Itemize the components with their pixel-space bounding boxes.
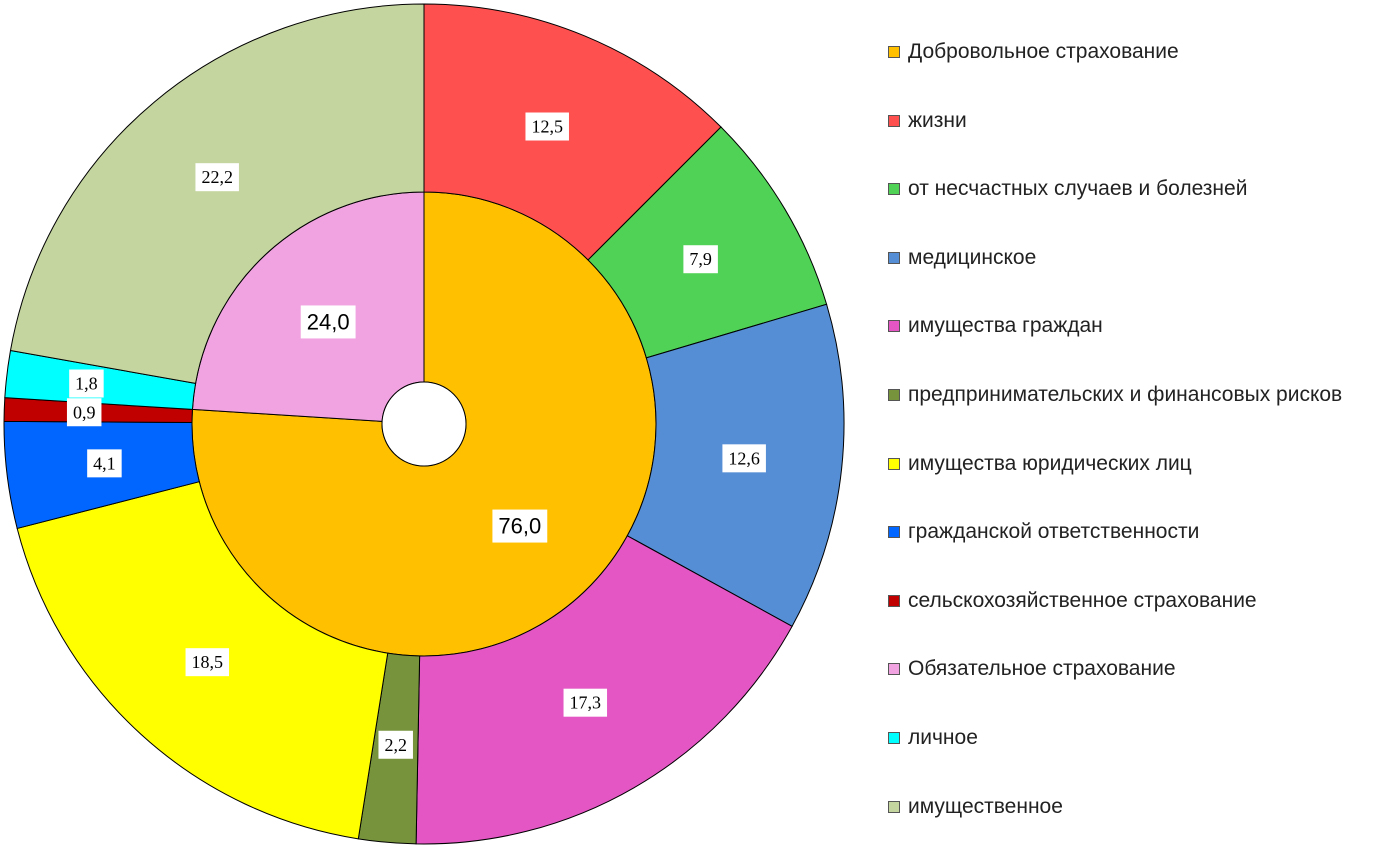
- legend-swatch: [888, 389, 900, 401]
- label-box: [69, 369, 104, 398]
- data-label: 1,8: [69, 369, 104, 398]
- data-label-text: 24,0: [307, 309, 350, 334]
- legend-swatch: [888, 663, 900, 676]
- data-label: 18,5: [185, 648, 230, 677]
- data-label: 12,5: [525, 112, 569, 141]
- outer-slice: [423, 3, 722, 261]
- legend-label: медицинское: [908, 245, 1037, 269]
- legend-label: имущества юридических лиц: [908, 451, 1192, 475]
- legend-item: имущества юридических лиц: [888, 450, 1363, 478]
- legend-item: личное: [888, 724, 1363, 752]
- legend-swatch: [888, 114, 900, 127]
- legend-swatch: [888, 732, 900, 744]
- legend-label: гражданской ответственности: [908, 520, 1200, 544]
- label-box: [66, 398, 102, 427]
- data-label-text: 2,2: [384, 735, 407, 755]
- legend-swatch: [888, 251, 900, 264]
- label-box: [185, 648, 230, 677]
- data-label: 76,0: [492, 509, 548, 543]
- legend-swatch: [888, 46, 900, 58]
- legend-item: от несчастных случаев и болезней: [888, 175, 1363, 203]
- data-label: 12,6: [722, 444, 766, 473]
- data-label: 0,9: [66, 398, 102, 427]
- data-label-text: 1,8: [75, 374, 98, 394]
- legend-item: сельскохозяйственное страхование: [888, 587, 1363, 615]
- legend-item: медицинское: [888, 244, 1363, 272]
- data-label: 2,2: [378, 730, 413, 759]
- legend-label: предпринимательских и финансовых рисков: [908, 383, 1343, 406]
- data-label-text: 18,5: [192, 652, 224, 672]
- data-label-text: 12,6: [728, 448, 760, 468]
- legend-item: имущества граждан: [888, 312, 1363, 340]
- data-label-text: 0,9: [73, 402, 96, 422]
- label-box: [563, 688, 608, 717]
- legend-item: Добровольное страхование: [888, 38, 1363, 66]
- legend-label: жизни: [908, 108, 967, 132]
- label-box: [378, 730, 413, 759]
- data-label: 4,1: [87, 449, 122, 478]
- label-box: [492, 509, 548, 543]
- legend-item: жизни: [888, 107, 1363, 135]
- legend-item: предпринимательских и финансовых рисков: [888, 381, 1363, 409]
- legend-label: сельскохозяйственное страхование: [908, 588, 1257, 612]
- data-label-text: 76,0: [498, 514, 541, 539]
- legend-label: личное: [908, 726, 978, 749]
- data-label: 24,0: [300, 305, 356, 339]
- data-label-text: 7,9: [689, 249, 712, 269]
- label-box: [87, 449, 122, 478]
- data-label-text: 12,5: [531, 117, 563, 137]
- label-box: [683, 245, 718, 274]
- label-box: [722, 444, 766, 473]
- data-label: 22,2: [195, 163, 239, 192]
- legend-item: имущественное: [888, 793, 1363, 821]
- legend-label: от несчастных случаев и болезней: [908, 177, 1248, 201]
- data-label-text: 17,3: [570, 693, 602, 713]
- chart: 76,0 12,5 7,9 12,6 17,3 2,2 18,5 4,1 0,9 24,0 1,8 2…: [3, 3, 845, 845]
- legend-label: имущества граждан: [908, 314, 1103, 338]
- data-label-text: 22,2: [201, 167, 233, 187]
- legend-swatch: [888, 183, 900, 196]
- legend-swatch: [888, 800, 900, 813]
- center-hole: [381, 381, 467, 467]
- legend-label: имущественное: [908, 794, 1063, 818]
- legend-swatch: [888, 320, 900, 333]
- legend-swatch: [888, 594, 900, 607]
- legend-label: Добровольное страхование: [908, 40, 1179, 63]
- outer-slice: [9, 3, 425, 384]
- label-box: [525, 112, 569, 141]
- legend-item: гражданской ответственности: [888, 518, 1363, 546]
- label-box: [300, 305, 356, 339]
- legend-swatch: [888, 457, 900, 470]
- data-label-text: 4,1: [93, 453, 116, 473]
- data-label: 7,9: [683, 245, 718, 274]
- legend-label: Обязательное страхование: [908, 657, 1176, 681]
- legend-item: Обязательное страхование: [888, 655, 1363, 683]
- label-box: [195, 163, 239, 192]
- legend-swatch: [888, 526, 900, 539]
- data-label: 17,3: [563, 688, 608, 717]
